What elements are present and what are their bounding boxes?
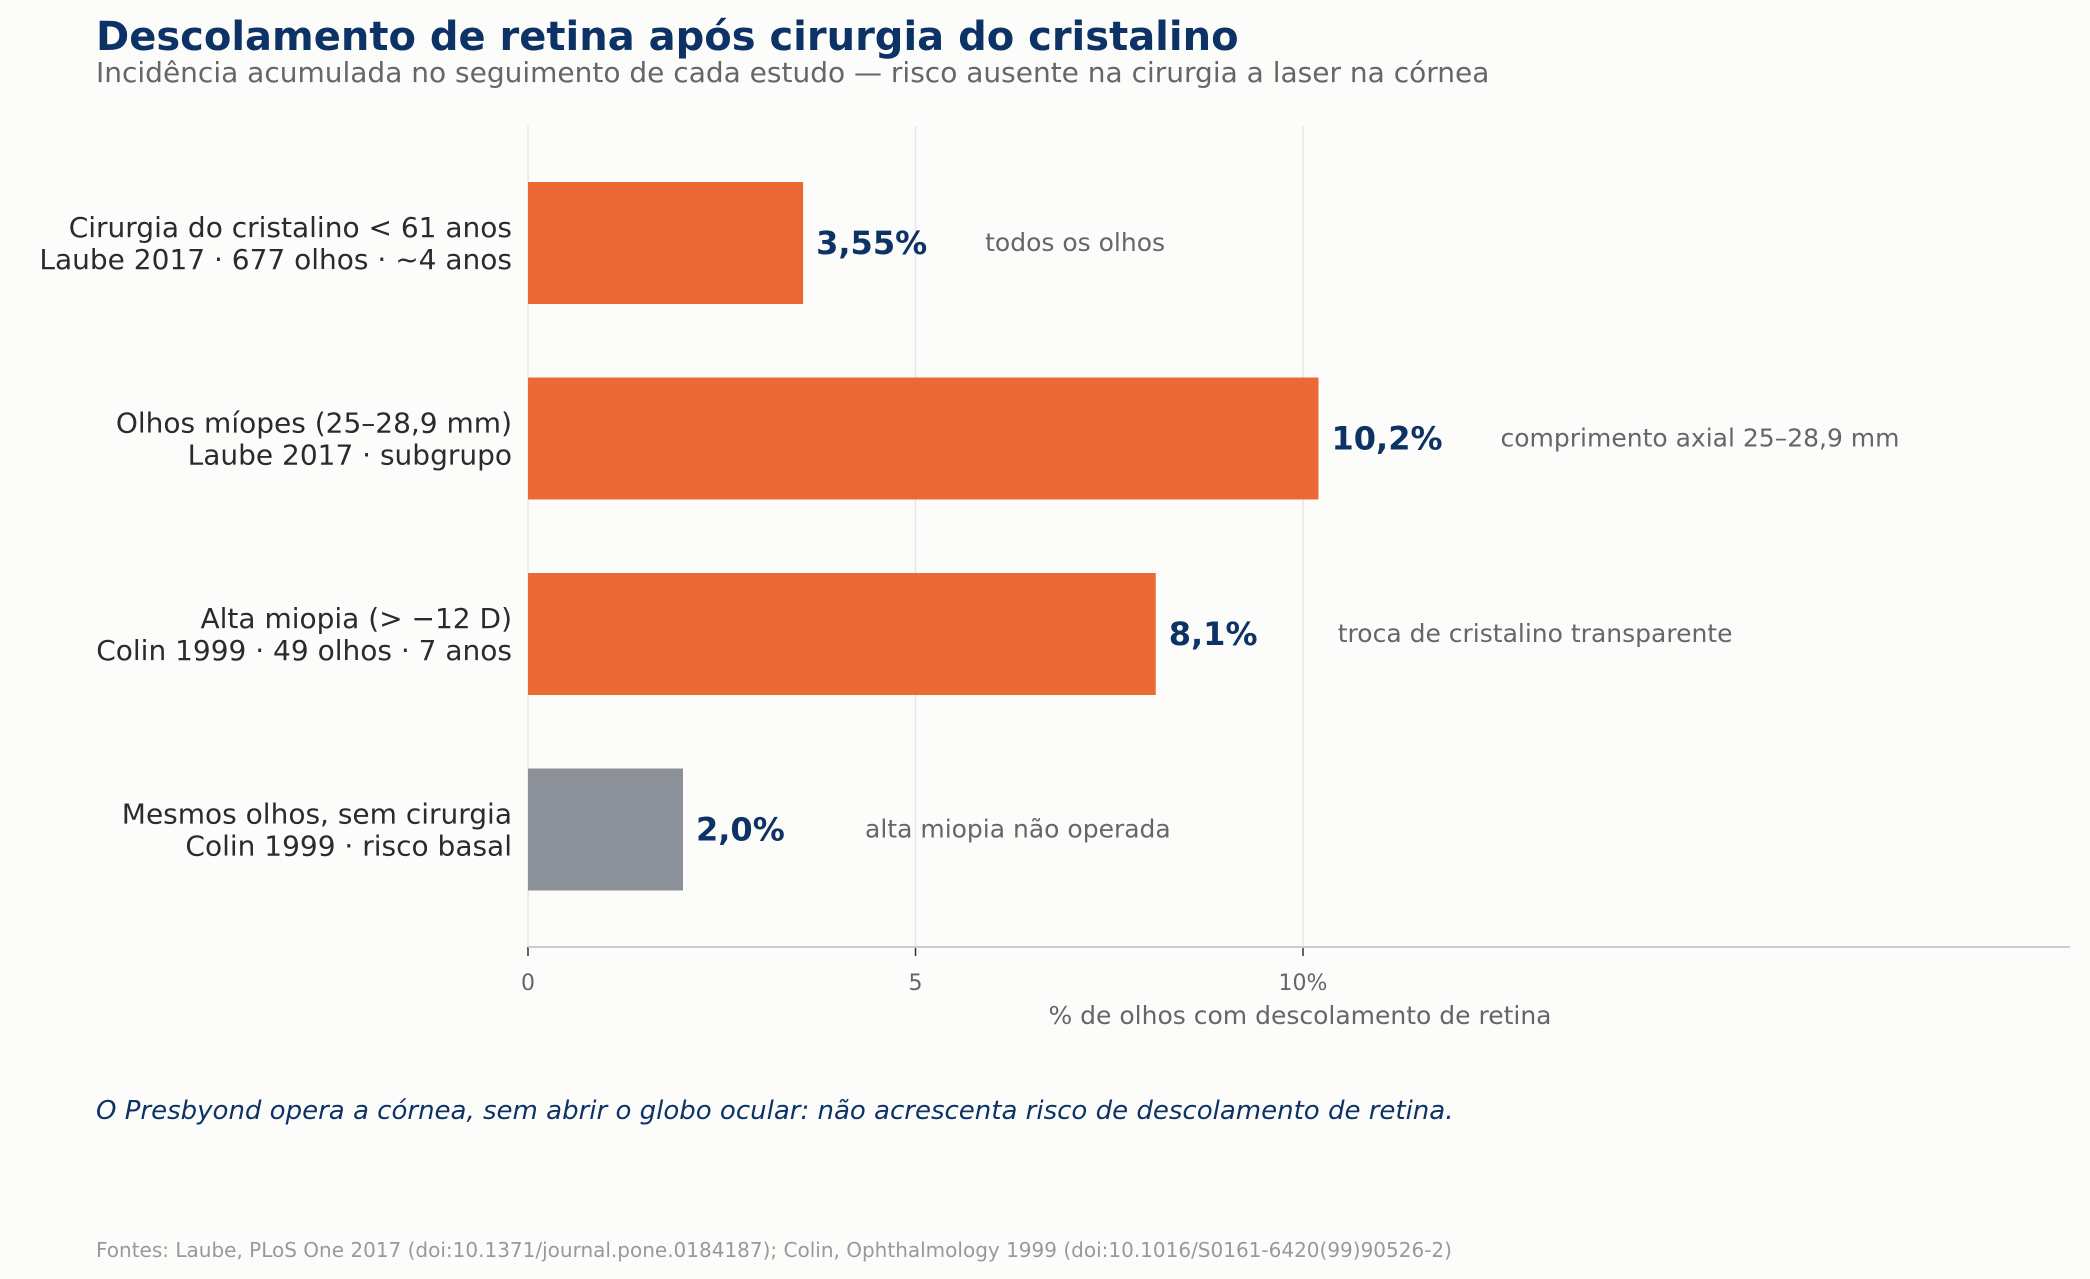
x-tick-label-1: 5 <box>909 971 923 996</box>
value-labels: 3,55% 10,2% 8,1% 2,0% <box>696 224 1443 849</box>
category-label-1-line2: Laube 2017 · subgrupo <box>188 439 512 472</box>
value-label-0: 3,55% <box>816 224 927 262</box>
bar-2 <box>528 573 1156 695</box>
bars <box>528 182 1319 891</box>
category-label-0-line1: Cirurgia do cristalino < 61 anos <box>69 211 512 244</box>
bar-3 <box>528 768 683 891</box>
bar-notes: todos os olhos comprimento axial 25–28,9 … <box>865 228 1900 844</box>
chart-title: Descolamento de retina após cirurgia do … <box>96 14 1239 60</box>
x-axis: 0 5 10% % de olhos com descolamento de reti… <box>521 946 2070 1030</box>
bar-1 <box>528 377 1319 500</box>
category-label-2-line2: Colin 1999 · 49 olhos · 7 anos <box>96 634 512 667</box>
bar-note-1: comprimento axial 25–28,9 mm <box>1501 424 1900 453</box>
bar-note-0: todos os olhos <box>985 228 1165 257</box>
bar-note-2: troca de cristalino transparente <box>1338 619 1733 648</box>
category-label-2-line1: Alta miopia (> −12 D) <box>200 602 512 635</box>
bar-0 <box>528 182 804 304</box>
bar-note-3: alta miopia não operada <box>865 815 1171 844</box>
x-tick-label-0: 0 <box>521 971 535 996</box>
chart-subtitle: Incidência acumulada no seguimento de ca… <box>96 56 1490 89</box>
category-label-0-line2: Laube 2017 · 677 olhos · ~4 anos <box>39 243 512 276</box>
category-label-1-line1: Olhos míopes (25–28,9 mm) <box>116 407 512 440</box>
chart-source: Fontes: Laube, PLoS One 2017 (doi:10.137… <box>96 1238 1452 1262</box>
chart-footnote: O Presbyond opera a córnea, sem abrir o … <box>96 1096 1454 1126</box>
value-label-2: 8,1% <box>1169 615 1258 653</box>
x-axis-label: % de olhos com descolamento de retina <box>1048 1001 1551 1030</box>
x-tick-label-2: 10% <box>1279 971 1328 996</box>
value-label-3: 2,0% <box>696 811 785 849</box>
category-label-3-line2: Colin 1999 · risco basal <box>185 830 512 863</box>
value-label-1: 10,2% <box>1332 420 1443 458</box>
category-label-3-line1: Mesmos olhos, sem cirurgia <box>122 798 512 831</box>
